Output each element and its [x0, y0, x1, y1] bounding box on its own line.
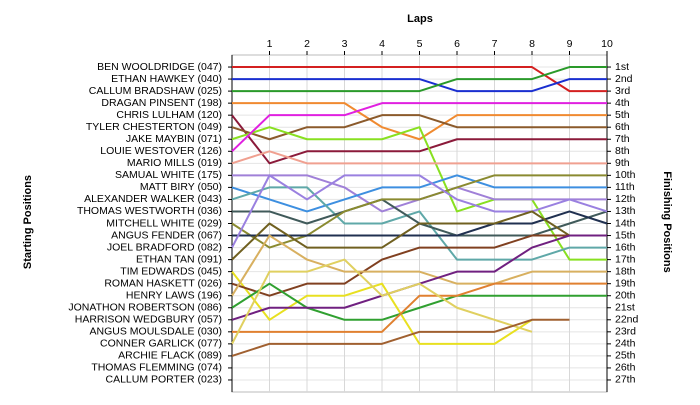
series-line	[231, 114, 607, 165]
y2-tick-label: 11th	[615, 181, 635, 193]
x-tick-label: 4	[379, 38, 385, 50]
series-line	[231, 234, 607, 297]
y2-tick-label: 25th	[615, 350, 636, 362]
y-tick-label: MITCHELL WHITE (029)	[106, 217, 222, 229]
x-tick-label: 10	[601, 38, 613, 50]
y-tick-label: THOMAS WESTWORTH (036)	[77, 205, 222, 217]
y-tick-label: DRAGAN PINSENT (198)	[101, 97, 222, 109]
y2-tick-label: 26th	[615, 362, 636, 374]
series-line	[231, 318, 570, 357]
series-line	[231, 258, 533, 345]
y2-tick-label: 12th	[615, 193, 636, 205]
series-line	[232, 282, 607, 333]
y2-tick-label: 13th	[615, 205, 636, 217]
series-line	[232, 102, 607, 141]
series-line	[232, 66, 607, 93]
series-line	[231, 114, 607, 141]
series-line	[231, 150, 607, 165]
y2-tick-label: 10th	[615, 169, 636, 181]
y-tick-label: ALEXANDER WALKER (043)	[84, 193, 222, 205]
series-line	[232, 78, 607, 93]
y-tick-label: CALLUM BRADSHAW (025)	[89, 85, 222, 97]
x-tick-label: 8	[529, 38, 535, 50]
y2-tick-label: 20th	[615, 289, 636, 301]
x-tick-label: 5	[417, 38, 423, 50]
y-tick-label: JOEL BRADFORD (082)	[107, 241, 222, 253]
y2-tick-label: 6th	[615, 121, 630, 133]
y2-tick-label: 21st	[615, 302, 635, 314]
y2-tick-label: 18th	[615, 265, 636, 277]
series-line	[231, 210, 607, 261]
y-tick-label: CALLUM PORTER (023)	[105, 374, 222, 386]
y-tick-label: MARIO MILLS (019)	[127, 157, 222, 169]
series-line	[231, 174, 607, 213]
y-tick-label: THOMAS FLEMMING (074)	[91, 362, 222, 374]
y-tick-label: CHRIS LULHAM (120)	[116, 109, 222, 121]
series-line	[231, 102, 607, 153]
y-tick-label: JONATHON ROBERTSON (086)	[68, 302, 222, 314]
series-line	[231, 282, 607, 321]
y2-axis-title: Finishing Positions	[661, 171, 673, 272]
series-line	[231, 271, 533, 345]
y-tick-label: JAKE MAYBIN (071)	[126, 133, 222, 145]
y-tick-label: HENRY LAWS (196)	[126, 289, 222, 301]
y2-tick-label: 4th	[615, 97, 630, 109]
y2-tick-label: 2nd	[615, 73, 633, 85]
y2-tick-label: 3rd	[615, 85, 630, 97]
y2-tick-label: 22nd	[615, 314, 639, 326]
x-axis-title: Laps	[407, 13, 433, 25]
x-tick-label: 6	[454, 38, 460, 50]
y2-tick-label: 19th	[615, 277, 636, 289]
y2-tick-label: 8th	[615, 145, 630, 157]
y-tick-label: MATT BIRY (050)	[140, 181, 222, 193]
y-tick-label: ARCHIE FLACK (089)	[118, 350, 222, 362]
x-tick-label: 2	[304, 38, 310, 50]
y2-tick-label: 24th	[615, 338, 636, 350]
y2-tick-label: 5th	[615, 109, 630, 121]
x-tick-label: 7	[492, 38, 498, 50]
y2-tick-label: 7th	[615, 133, 630, 145]
x-tick-label: 1	[267, 38, 273, 50]
y-tick-label: ETHAN HAWKEY (040)	[111, 73, 222, 85]
y-tick-label: LOUIE WESTOVER (126)	[100, 145, 222, 157]
y-tick-label: TYLER CHESTERTON (049)	[86, 121, 222, 133]
y2-tick-label: 15th	[615, 229, 636, 241]
y-tick-label: ANGUS MOULSDALE (030)	[90, 326, 222, 338]
y-tick-label: ETHAN TAN (091)	[136, 253, 222, 265]
series-line	[231, 174, 608, 249]
y-tick-label: TIM EDWARDS (045)	[120, 265, 222, 277]
y2-tick-label: 1st	[615, 61, 629, 73]
y-tick-label: ROMAN HASKETT (026)	[104, 277, 222, 289]
y-tick-label: CONNER GARLICK (077)	[100, 338, 222, 350]
series-line	[231, 186, 607, 261]
y2-tick-label: 9th	[615, 157, 630, 169]
x-tick-label: 3	[342, 38, 348, 50]
y2-tick-label: 17th	[615, 253, 636, 265]
y2-tick-label: 16th	[615, 241, 636, 253]
x-tick-label: 9	[567, 38, 573, 50]
series-line	[231, 234, 607, 297]
y-axis-title: Starting Positions	[22, 175, 34, 269]
y-tick-label: SAMUAL WHITE (175)	[115, 169, 222, 181]
y2-tick-label: 27th	[615, 374, 636, 386]
y-tick-label: HARRISON WEDGBURY (057)	[75, 314, 222, 326]
y2-tick-label: 14th	[615, 217, 636, 229]
y-tick-label: BEN WOOLDRIDGE (047)	[97, 61, 222, 73]
y-tick-label: ANGUS FENDER (067)	[111, 229, 222, 241]
y2-tick-label: 23rd	[615, 326, 636, 338]
